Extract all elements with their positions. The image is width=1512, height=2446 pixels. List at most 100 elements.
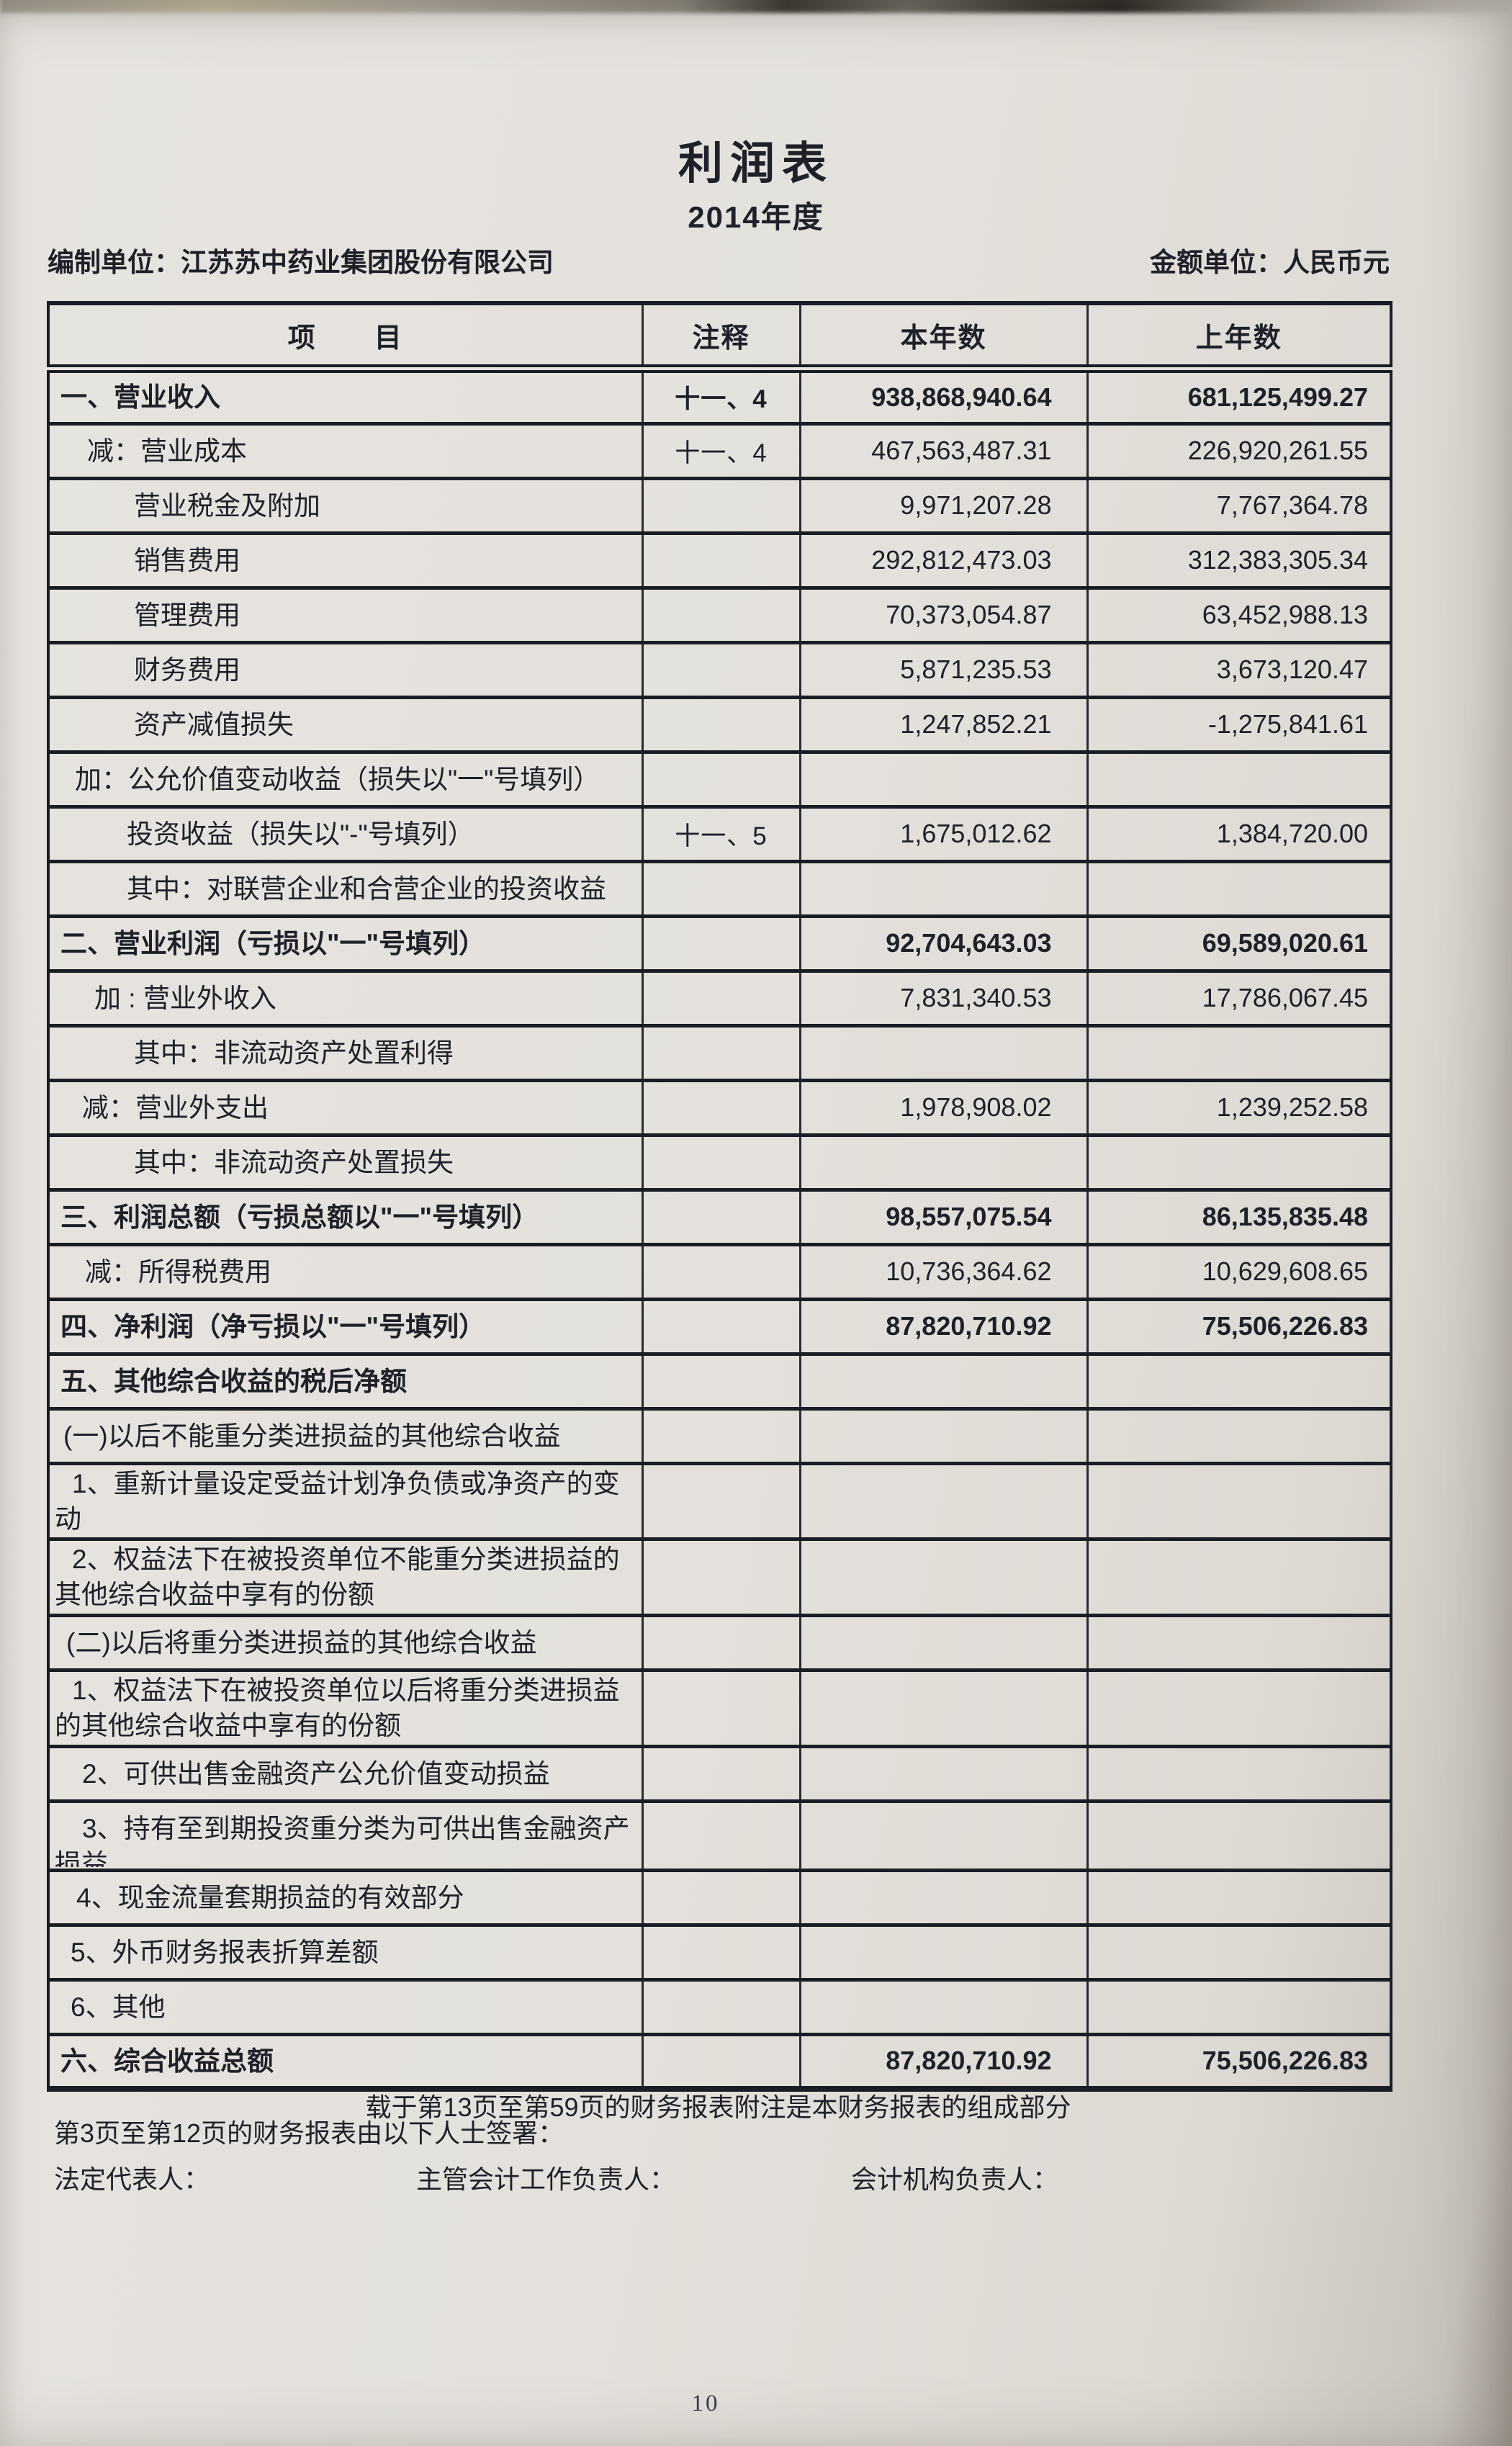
table-row: 3、持有至到期投资重分类为可供出售金融资产损益 [48,1799,1391,1870]
note-cell [641,1242,800,1299]
prepared-by: 编制单位：江苏苏中药业集团股份有限公司 [48,248,554,277]
current-year-cell [798,1133,1087,1190]
table-row: 投资收益（损失以"-"号填列） 十一、5 1,675,012.62 1,384,720… [48,804,1391,861]
current-year-cell [798,1668,1087,1746]
note-cell [641,1297,800,1354]
prior-year-cell [1086,1461,1391,1539]
item-cell: 减：所得税费用 [48,1242,642,1299]
table-row: 1、权益法下在被投资单位以后将重分类进损益的其他综合收益中享有的份额 [48,1668,1391,1746]
note-cell [641,1977,800,2034]
note-cell [641,1406,800,1463]
table-header: 项 目 注释 本年数 上年数 [48,303,1391,373]
note-cell [641,1799,800,1870]
prior-year-cell [1086,1744,1391,1801]
current-year-cell: 87,820,710.92 [798,2032,1087,2089]
note-cell [641,1868,800,1925]
current-year-cell: 7,831,340.53 [798,968,1087,1025]
current-year-cell [798,1977,1087,2034]
prior-year-cell: 63,452,988.13 [1086,585,1391,642]
prior-year-cell [1086,859,1391,916]
prior-year-cell: 7,767,364.78 [1086,476,1391,533]
table-row: 2、可供出售金融资产公允价值变动损益 [48,1744,1391,1801]
item-cell: 资产减值损失 [48,695,642,752]
note-cell [641,914,800,971]
note-cell [641,695,800,752]
current-year-cell [798,1868,1087,1925]
item-cell: 5、外币财务报表折算差额 [48,1923,642,1979]
report-title: 利润表 [678,139,834,189]
current-year-cell: 938,868,940.64 [798,367,1087,423]
signing-statement: 第3页至第12页的财务报表由以下人士签署： [54,2118,564,2148]
table-row: 6、其他 [48,1977,1391,2034]
current-year-cell: 5,871,235.53 [798,640,1087,697]
table-row: 财务费用 5,871,235.53 3,673,120.47 [48,640,1391,697]
item-cell: 4、现金流量套期损益的有效部分 [48,1868,642,1925]
item-cell: 其中：非流动资产处置损失 [48,1133,642,1190]
item-cell: 2、权益法下在被投资单位不能重分类进损益的其他综合收益中享有的份额 [48,1537,642,1615]
item-cell: 五、其他综合收益的税后净额 [48,1352,642,1408]
header-note: 注释 [641,303,800,373]
prior-year-cell: 226,920,261.55 [1086,421,1391,478]
table-row: (一)以后不能重分类进损益的其他综合收益 [48,1406,1391,1463]
current-year-cell [798,1537,1087,1615]
header-prior-year: 上年数 [1086,303,1391,373]
item-cell: 加：公允价值变动收益（损失以"一"号填列） [48,750,642,806]
note-cell [641,476,800,533]
table-row: 四、净利润（净亏损以"一"号填列） 87,820,710.92 75,506,226… [48,1297,1391,1354]
table-row: (二)以后将重分类进损益的其他综合收益 [48,1613,1391,1670]
item-cell: 投资收益（损失以"-"号填列） [48,804,642,861]
note-cell [641,1537,800,1615]
note-cell [641,585,800,642]
note-cell [641,1613,800,1670]
current-year-cell: 87,820,710.92 [798,1297,1087,1354]
prior-year-cell: 17,786,067.45 [1086,968,1391,1025]
table-row: 减：营业外支出 1,978,908.02 1,239,252.58 [48,1078,1391,1135]
prior-year-cell [1086,1537,1391,1615]
table-row: 1、重新计量设定受益计划净负债或净资产的变动 [48,1461,1391,1539]
prior-year-cell: 312,383,305.34 [1086,531,1391,588]
prior-year-cell: 10,629,608.65 [1086,1242,1391,1299]
table-row: 其中：对联营企业和合营企业的投资收益 [48,859,1391,916]
header-row: 项 目 注释 本年数 上年数 [48,303,1391,373]
table-row: 加 : 营业外收入 7,831,340.53 17,786,067.45 [48,968,1391,1025]
item-cell: 减：营业成本 [48,421,642,478]
scan-artifact-top-edge [0,0,1512,13]
item-cell: 六、综合收益总额 [48,2032,642,2089]
currency-unit: 金额单位：人民币元 [1150,248,1390,277]
prior-year-cell: 681,125,499.27 [1086,367,1391,423]
note-cell [641,1023,800,1080]
prior-year-cell: -1,275,841.61 [1086,695,1391,752]
item-cell: 三、利润总额（亏损总额以"一"号填列） [48,1187,642,1244]
item-cell: 其中：对联营企业和合营企业的投资收益 [48,859,642,916]
item-cell: 1、重新计量设定受益计划净负债或净资产的变动 [48,1461,642,1539]
note-cell: 十一、4 [641,421,800,478]
item-cell: 加 : 营业外收入 [48,968,642,1025]
current-year-cell: 92,704,643.03 [798,914,1087,971]
table-row: 三、利润总额（亏损总额以"一"号填列） 98,557,075.54 86,135,8… [48,1187,1391,1244]
item-cell: 二、营业利润（亏损以"一"号填列） [48,914,642,971]
table-row: 其中：非流动资产处置损失 [48,1133,1391,1190]
note-cell [641,1133,800,1190]
note-cell: 十一、5 [641,804,800,861]
current-year-cell: 9,971,207.28 [798,476,1087,533]
chief-accountant-label: 主管会计工作负责人： [416,2164,676,2194]
current-year-cell: 98,557,075.54 [798,1187,1087,1244]
prior-year-cell [1086,1799,1391,1870]
current-year-cell: 467,563,487.31 [798,421,1087,478]
note-cell [641,2032,800,2089]
prior-year-cell: 3,673,120.47 [1086,640,1391,697]
prior-year-cell [1086,1977,1391,2034]
note-cell [641,1668,800,1746]
prior-year-cell [1086,1613,1391,1670]
table-row: 营业税金及附加 9,971,207.28 7,767,364.78 [48,476,1391,533]
header-current-year: 本年数 [798,303,1087,373]
note-cell [641,1744,800,1801]
current-year-cell [798,1923,1087,1979]
table-row: 4、现金流量套期损益的有效部分 [48,1868,1391,1925]
item-cell: 管理费用 [48,585,642,642]
item-cell: 营业税金及附加 [48,476,642,533]
current-year-cell [798,1744,1087,1801]
current-year-cell [798,1352,1087,1408]
note-cell [641,1078,800,1135]
